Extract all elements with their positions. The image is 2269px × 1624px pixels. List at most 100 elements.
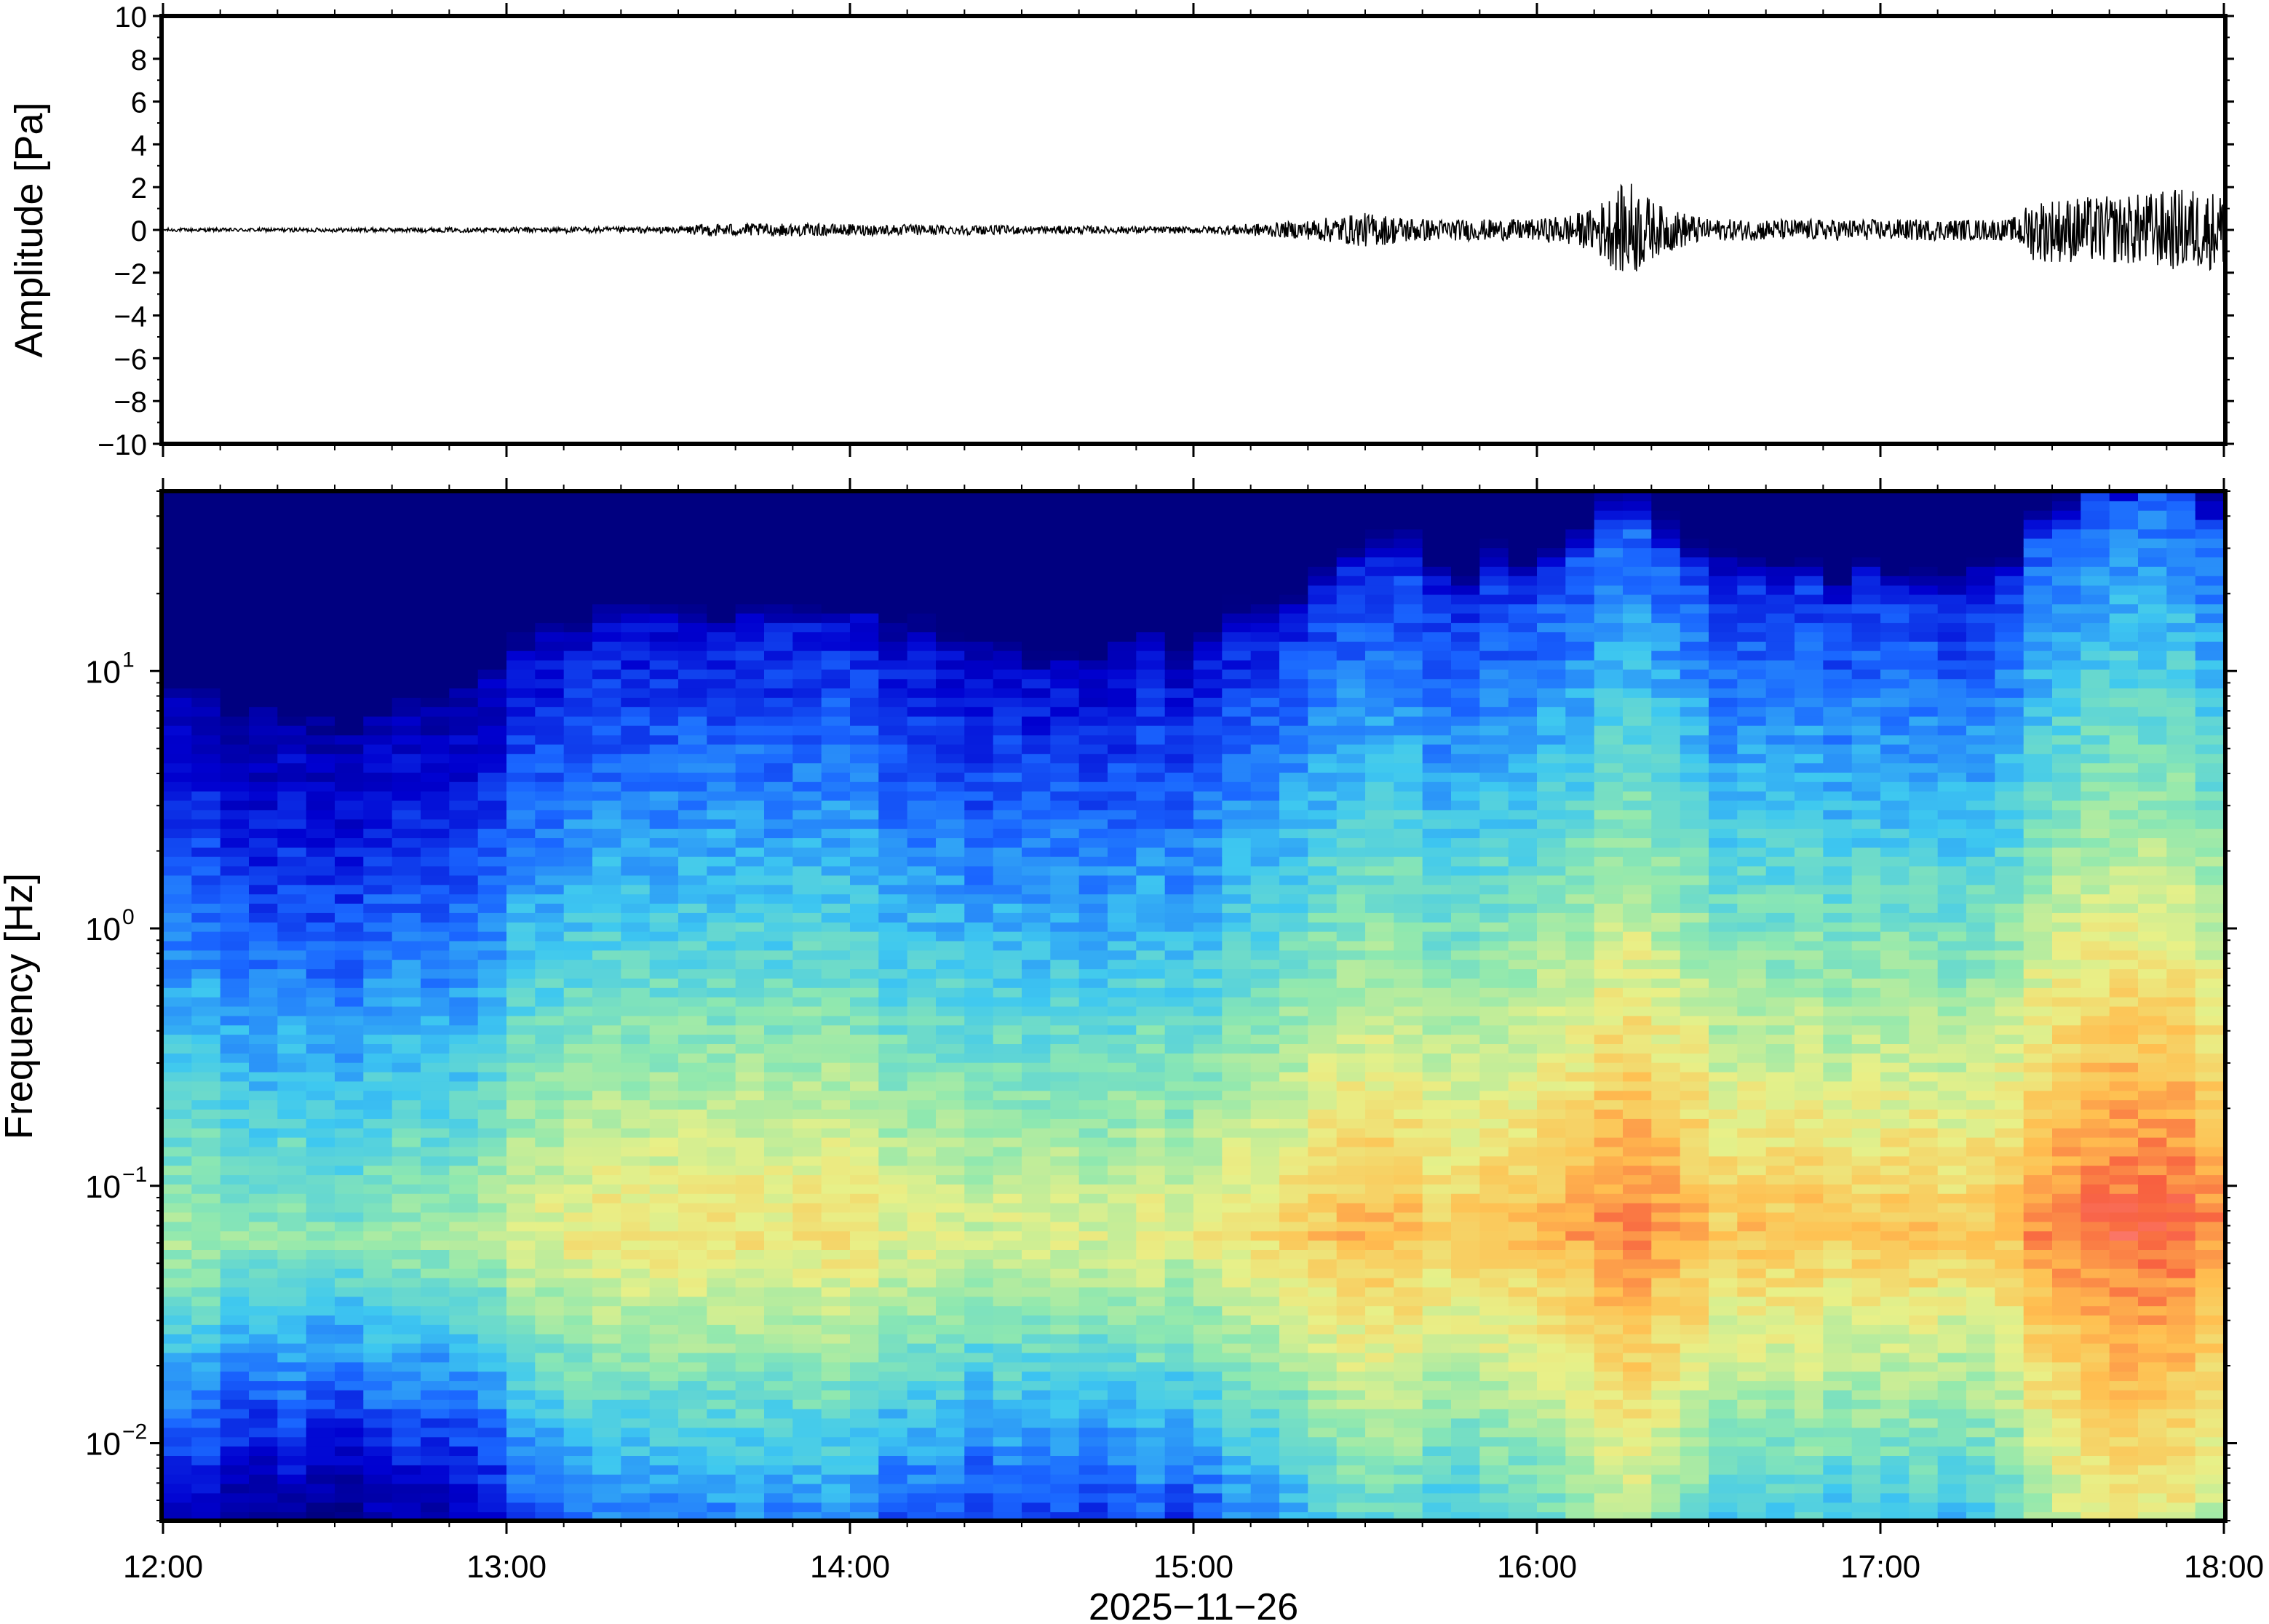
spectrogram-cell	[1164, 781, 1194, 792]
spectrogram-cell	[449, 1193, 479, 1203]
spectrogram-cell	[1365, 538, 1395, 549]
spectrogram-cell	[649, 968, 679, 979]
spectrogram-cell	[1394, 697, 1423, 707]
spectrogram-cell	[506, 725, 536, 736]
spectrogram-cell	[163, 547, 193, 558]
spectrogram-cell	[764, 1417, 794, 1428]
spectrogram-cell	[735, 697, 765, 707]
spectrogram-cell	[993, 1436, 1022, 1447]
spectrogram-cell	[1136, 519, 1166, 530]
spectrogram-cell	[1164, 837, 1194, 848]
spectrogram-cell	[449, 697, 479, 707]
spectrogram-cell	[535, 734, 565, 745]
spectrogram-cell	[1250, 650, 1280, 661]
spectrogram-cell	[792, 1389, 822, 1400]
spectrogram-cell	[277, 1183, 307, 1194]
spectrogram-cell	[850, 650, 880, 661]
spectrogram-cell	[392, 1324, 421, 1334]
spectrogram-cell	[449, 715, 479, 726]
spectrogram-cell	[449, 763, 479, 773]
spectrogram-cell	[1136, 734, 1166, 745]
spectrogram-cell	[878, 1221, 908, 1232]
spectrogram-cell	[1136, 509, 1166, 520]
spectrogram-cell	[707, 557, 736, 567]
spectrogram-cell	[1050, 1315, 1080, 1325]
spectrogram-cell	[993, 828, 1022, 838]
amplitude-y-tick-label: −2	[114, 258, 147, 290]
spectrogram-cell	[1136, 547, 1166, 558]
spectrogram-cell	[592, 1183, 622, 1194]
spectrogram-cell	[1022, 837, 1052, 848]
spectrogram-cell	[649, 1389, 679, 1400]
spectrogram-cell	[1250, 1408, 1280, 1419]
spectrogram-cell	[764, 959, 794, 970]
spectrogram-cell	[163, 509, 193, 520]
spectrogram-cell	[421, 865, 450, 876]
spectrogram-cell	[878, 1511, 908, 1521]
spectrogram-cell	[506, 491, 536, 501]
spectrogram-cell	[1365, 1333, 1395, 1344]
spectrogram-cell	[506, 1408, 536, 1419]
spectrogram-cell	[878, 1342, 908, 1353]
spectrogram-cell	[1279, 1352, 1309, 1363]
spectrogram-cell	[1222, 1024, 1252, 1035]
spectrogram-cell	[1336, 1062, 1366, 1072]
spectrogram-cell	[506, 1137, 536, 1147]
spectrogram-cell	[249, 875, 279, 885]
spectrogram-cell	[335, 1146, 365, 1157]
spectrogram-cell	[421, 1211, 450, 1222]
spectrogram-cell	[764, 1240, 794, 1250]
spectrogram-cell	[249, 1408, 279, 1419]
spectrogram-cell	[707, 1371, 736, 1382]
spectrogram-cell	[306, 622, 335, 632]
spectrogram-cell	[1164, 1398, 1194, 1409]
spectrogram-cell	[936, 856, 966, 867]
spectrogram-cell	[363, 1118, 393, 1129]
spectrogram-cell	[277, 1333, 307, 1344]
spectrogram-cell	[335, 1361, 365, 1372]
spectrogram-cell	[535, 1211, 565, 1222]
spectrogram-cell	[792, 1024, 822, 1035]
spectrogram-cell	[220, 1249, 250, 1259]
spectrogram-cell	[306, 1286, 335, 1297]
spectrogram-cell	[1365, 491, 1395, 501]
spectrogram-cell	[936, 1492, 966, 1503]
spectrogram-cell	[621, 1202, 651, 1213]
spectrogram-cell	[821, 1277, 851, 1288]
spectrogram-cell	[506, 622, 536, 632]
spectrogram-cell	[563, 1249, 593, 1259]
spectrogram-cell	[335, 1202, 365, 1213]
spectrogram-cell	[1365, 1006, 1395, 1016]
spectrogram-cell	[821, 987, 851, 998]
spectrogram-cell	[277, 1034, 307, 1044]
spectrogram-cell	[1394, 659, 1423, 670]
spectrogram-cell	[678, 697, 708, 707]
spectrogram-cell	[993, 800, 1022, 811]
spectrogram-cell	[1108, 734, 1137, 745]
spectrogram-cell	[449, 1015, 479, 1026]
spectrogram-cell	[306, 1417, 335, 1428]
spectrogram-cell	[1394, 1473, 1423, 1484]
spectrogram-cell	[477, 1109, 507, 1119]
spectrogram-cell	[535, 706, 565, 717]
spectrogram-cell	[1279, 884, 1309, 895]
spectrogram-cell	[821, 1511, 851, 1521]
spectrogram-cell	[1078, 1315, 1108, 1325]
spectrogram-cell	[506, 1155, 536, 1166]
spectrogram-cell	[335, 622, 365, 632]
spectrogram-cell	[163, 931, 193, 942]
spectrogram-cell	[1078, 509, 1108, 520]
spectrogram-cell	[850, 1155, 880, 1166]
spectrogram-cell	[1136, 1417, 1166, 1428]
spectrogram-cell	[1164, 688, 1194, 698]
spectrogram-cell	[249, 547, 279, 558]
spectrogram-cell	[1108, 771, 1137, 782]
spectrogram-cell	[1022, 1446, 1052, 1456]
spectrogram-cell	[850, 959, 880, 970]
spectrogram-cell	[821, 950, 851, 960]
spectrogram-cell	[392, 1277, 421, 1288]
spectrogram-cell	[563, 903, 593, 913]
spectrogram-cell	[335, 1034, 365, 1044]
spectrogram-cell	[1022, 697, 1052, 707]
spectrogram-cell	[163, 884, 193, 895]
